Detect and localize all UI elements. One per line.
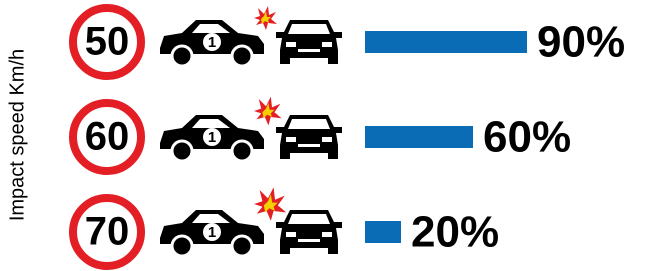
value-label: 20% bbox=[411, 208, 499, 257]
spark bbox=[254, 6, 277, 30]
speed-label: 60 bbox=[85, 115, 130, 159]
car-front bbox=[276, 115, 342, 159]
crash-icon: 1 bbox=[160, 6, 342, 66]
car-front bbox=[276, 210, 342, 254]
speed-label: 70 bbox=[85, 210, 130, 254]
y-axis-label: Impact speed Km/h bbox=[6, 49, 28, 221]
car-front bbox=[276, 20, 342, 64]
bar bbox=[365, 221, 401, 243]
bar bbox=[365, 126, 473, 148]
crash-icon: 1 bbox=[160, 97, 342, 161]
crash-icon: 1 bbox=[160, 187, 342, 256]
spark bbox=[254, 187, 286, 221]
bar bbox=[365, 31, 527, 53]
chart: Impact speed Km/h 50 1 90% 60 1 60% 70 1 20% bbox=[0, 0, 656, 271]
speed-label: 50 bbox=[85, 20, 130, 64]
car-number: 1 bbox=[208, 224, 216, 241]
car-number: 1 bbox=[208, 129, 216, 146]
value-label: 90% bbox=[537, 18, 625, 67]
value-label: 60% bbox=[483, 113, 571, 162]
spark bbox=[254, 97, 282, 126]
car-number: 1 bbox=[208, 34, 216, 51]
